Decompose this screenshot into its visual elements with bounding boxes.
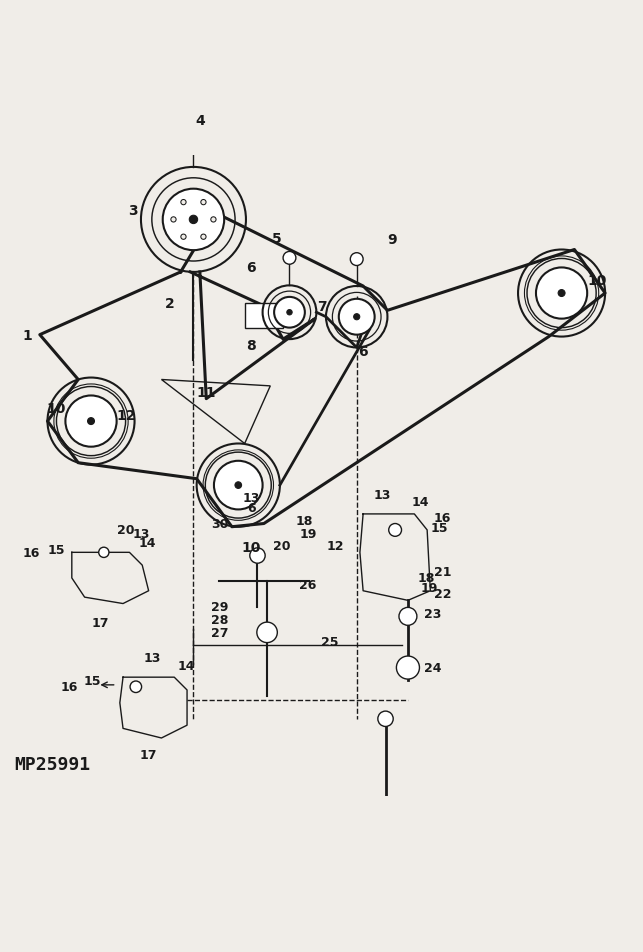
Text: 13: 13 <box>374 488 391 502</box>
Text: 16: 16 <box>61 681 78 694</box>
Text: 26: 26 <box>299 578 316 591</box>
Text: 19: 19 <box>299 527 316 540</box>
Text: 13: 13 <box>242 492 260 505</box>
Text: 14: 14 <box>177 660 195 672</box>
Circle shape <box>214 462 262 510</box>
Text: 27: 27 <box>211 626 229 639</box>
Text: 16: 16 <box>433 511 451 524</box>
Circle shape <box>274 298 305 328</box>
Circle shape <box>558 290 565 297</box>
Circle shape <box>249 548 265 564</box>
Circle shape <box>201 200 206 206</box>
Circle shape <box>186 132 201 148</box>
Text: 3: 3 <box>128 204 138 218</box>
Circle shape <box>211 218 216 223</box>
Text: 13: 13 <box>143 652 161 664</box>
Text: 17: 17 <box>92 617 109 629</box>
Text: MP25991: MP25991 <box>14 755 90 773</box>
Text: 25: 25 <box>322 636 339 648</box>
Text: 21: 21 <box>433 565 451 579</box>
Text: 14: 14 <box>139 537 156 549</box>
Text: 16: 16 <box>23 546 40 559</box>
Text: 14: 14 <box>411 495 429 508</box>
Text: 17: 17 <box>140 748 158 761</box>
Text: 19: 19 <box>421 582 438 594</box>
Text: 29: 29 <box>212 601 229 614</box>
Circle shape <box>283 252 296 265</box>
Text: 6: 6 <box>246 261 256 274</box>
Circle shape <box>181 235 186 240</box>
Circle shape <box>536 268 587 319</box>
Text: 18: 18 <box>296 514 313 527</box>
Circle shape <box>181 200 186 206</box>
Text: 15: 15 <box>48 543 66 556</box>
Text: 9: 9 <box>387 233 397 247</box>
Circle shape <box>339 300 375 335</box>
Circle shape <box>189 216 197 225</box>
Text: 30: 30 <box>212 518 229 530</box>
Text: 8: 8 <box>246 339 256 352</box>
Circle shape <box>257 623 277 643</box>
Circle shape <box>350 253 363 267</box>
Text: 10: 10 <box>241 540 261 554</box>
Text: 24: 24 <box>424 662 442 674</box>
Text: 20: 20 <box>116 524 134 537</box>
Circle shape <box>99 547 109 558</box>
Circle shape <box>235 483 242 489</box>
Text: 6: 6 <box>247 502 255 514</box>
Text: 7: 7 <box>317 300 326 313</box>
Text: 2: 2 <box>165 296 174 310</box>
Text: 28: 28 <box>212 613 229 626</box>
Circle shape <box>287 310 292 316</box>
Circle shape <box>163 189 224 251</box>
Text: 1: 1 <box>22 328 32 343</box>
Circle shape <box>378 711 394 726</box>
Text: 10: 10 <box>587 274 606 288</box>
Text: 11: 11 <box>197 386 216 400</box>
Text: 15: 15 <box>83 674 100 687</box>
Text: 13: 13 <box>132 527 150 540</box>
Circle shape <box>201 235 206 240</box>
Circle shape <box>190 136 197 144</box>
Circle shape <box>396 656 419 680</box>
Text: 15: 15 <box>430 522 448 535</box>
Circle shape <box>66 396 116 447</box>
Text: 12: 12 <box>116 408 136 423</box>
Text: 12: 12 <box>327 540 344 553</box>
Circle shape <box>130 682 141 693</box>
Circle shape <box>399 607 417 625</box>
Text: 5: 5 <box>272 231 282 246</box>
Circle shape <box>354 314 360 321</box>
Circle shape <box>87 418 95 426</box>
Text: 4: 4 <box>195 113 204 128</box>
Circle shape <box>389 524 401 537</box>
Text: 18: 18 <box>417 572 435 585</box>
Text: 20: 20 <box>273 540 291 553</box>
Text: 10: 10 <box>46 402 66 416</box>
Text: 23: 23 <box>424 607 441 620</box>
Text: 22: 22 <box>433 587 451 601</box>
Text: 6: 6 <box>358 345 368 359</box>
Circle shape <box>171 218 176 223</box>
FancyBboxPatch shape <box>245 304 283 328</box>
